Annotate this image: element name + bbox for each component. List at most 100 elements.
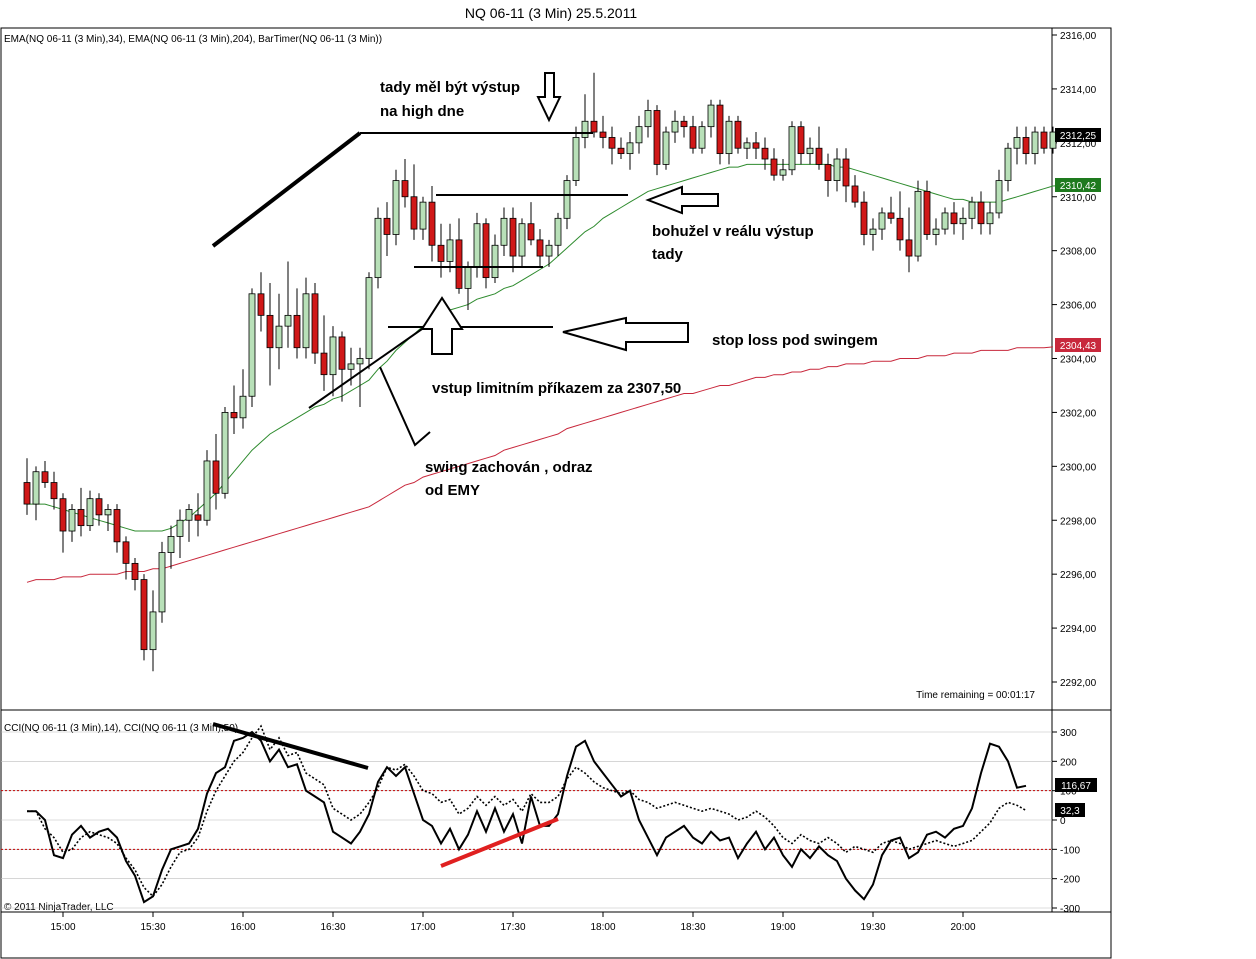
- candle-body: [320, 352, 328, 376]
- candle-body: [716, 104, 724, 155]
- candle: [707, 99, 715, 138]
- note-swing-2: od EMY: [425, 482, 480, 499]
- candle-body: [797, 126, 805, 155]
- candle-body: [392, 180, 400, 235]
- candle: [509, 207, 517, 273]
- candle: [869, 218, 877, 251]
- cci-tick-label: 200: [1060, 757, 1077, 768]
- price-tick-label: 2300,00: [1060, 462, 1097, 473]
- candle: [617, 137, 625, 160]
- candle: [977, 191, 985, 235]
- chart-frame: [0, 27, 1112, 959]
- cci14-line: [27, 730, 1027, 904]
- candle: [770, 148, 778, 181]
- candle: [68, 504, 76, 542]
- time-tick-label: 16:00: [230, 922, 255, 933]
- left-arrow-large-icon: [562, 316, 689, 352]
- candle-body: [212, 460, 220, 494]
- candle: [149, 590, 157, 672]
- candle: [887, 196, 895, 224]
- candle: [1040, 126, 1048, 154]
- note-swing-1: swing zachován , odraz: [425, 459, 593, 476]
- candle: [1022, 126, 1030, 165]
- candle: [680, 115, 688, 138]
- candle-body: [356, 358, 364, 365]
- cci-divergence-line: [212, 722, 369, 770]
- cci-tick-label: -200: [1060, 875, 1080, 886]
- cci-tick-label: 300: [1060, 728, 1077, 739]
- candle-body: [293, 314, 301, 349]
- cci-red-trendline: [440, 817, 559, 868]
- candle: [653, 105, 661, 176]
- candle-body: [1040, 131, 1048, 149]
- candle-body: [905, 239, 913, 257]
- candle-body: [500, 217, 508, 246]
- cci-label: CCI(NQ 06-11 (3 Min),14), CCI(NQ 06-11 (…: [4, 723, 238, 734]
- candle-body: [203, 460, 211, 521]
- candle-body: [941, 212, 949, 230]
- price-axis-ticks: 2316,00 2314,00 2312,00 2310,00 2308,00 2306,…: [1052, 31, 1097, 689]
- candle-body: [662, 131, 670, 165]
- candle: [86, 490, 94, 532]
- candle-body: [680, 120, 688, 128]
- candle-body: [590, 120, 598, 133]
- candle-body: [671, 120, 679, 133]
- candle: [104, 504, 112, 532]
- candle-body: [509, 217, 517, 257]
- copyright: © 2011 NinjaTrader, LLC: [4, 902, 114, 913]
- candle: [689, 115, 697, 154]
- price-tick-label: 2316,00: [1060, 31, 1097, 42]
- candle: [1031, 126, 1039, 165]
- candle: [860, 191, 868, 246]
- note-entry: vstup limitním příkazem za 2307,50: [432, 380, 681, 397]
- price-tick-label: 2310,00: [1060, 193, 1097, 204]
- candle-body: [527, 223, 535, 241]
- candle: [959, 207, 967, 240]
- candle: [302, 277, 310, 359]
- candle: [293, 288, 301, 359]
- candle: [23, 458, 31, 515]
- candle-body: [995, 180, 1003, 214]
- candle-body: [446, 239, 454, 262]
- candle: [500, 207, 508, 257]
- candle: [284, 261, 292, 348]
- candle-body: [383, 217, 391, 235]
- candle-body: [977, 201, 985, 225]
- candle-body: [347, 363, 355, 370]
- candle-body: [266, 314, 274, 349]
- candle-body: [518, 223, 526, 257]
- candle-body: [410, 196, 418, 230]
- time-tick-label: 19:30: [860, 922, 885, 933]
- candle: [122, 536, 130, 580]
- candle-body: [68, 509, 76, 532]
- time-tick-label: 20:00: [950, 922, 975, 933]
- candle-body: [302, 293, 310, 349]
- note-real-exit-2: tady: [652, 246, 684, 263]
- candle-body: [581, 120, 589, 138]
- time-axis-ticks: 15:00 15:30 16:00 16:30 17:00 17:30 18:00 18:30…: [50, 912, 976, 933]
- candle-body: [59, 498, 67, 532]
- candle: [167, 525, 175, 569]
- badge-ema34: 2310,42: [1055, 178, 1101, 192]
- candle-body: [437, 244, 445, 262]
- candle-body: [923, 190, 931, 235]
- candle-body: [1022, 137, 1030, 155]
- candle: [140, 574, 148, 661]
- candle: [338, 331, 346, 402]
- candle: [554, 212, 562, 257]
- swing-trendline: [308, 321, 433, 409]
- badge-ema34-text: 2310,42: [1060, 181, 1097, 192]
- candle: [734, 115, 742, 154]
- candle-body: [725, 120, 733, 155]
- candle: [95, 493, 103, 526]
- candle: [644, 99, 652, 138]
- time-tick-label: 18:30: [680, 922, 705, 933]
- candle-body: [140, 579, 148, 651]
- candle: [941, 207, 949, 235]
- candle: [671, 110, 679, 143]
- candle-body: [473, 223, 481, 268]
- candle: [779, 159, 787, 181]
- candle: [995, 169, 1003, 219]
- badge-cci14: 32,3: [1055, 803, 1085, 817]
- candle-body: [617, 147, 625, 155]
